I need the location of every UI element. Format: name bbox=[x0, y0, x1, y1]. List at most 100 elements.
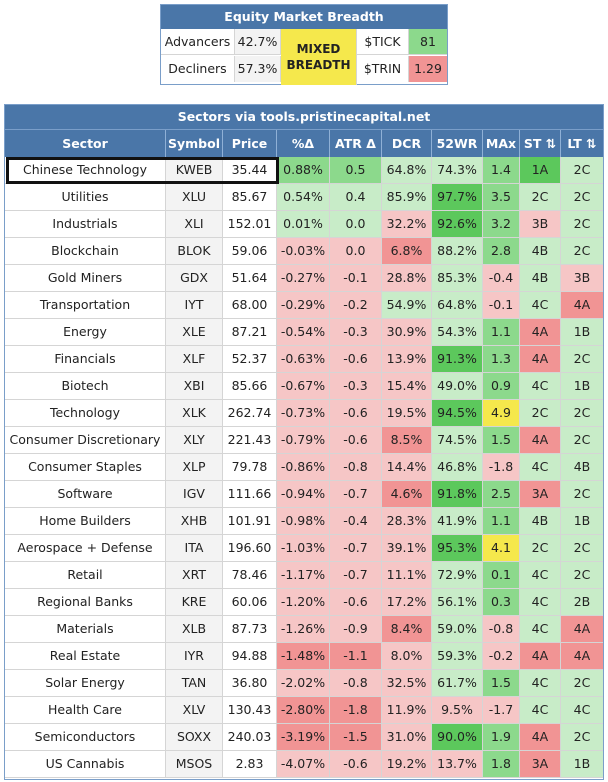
table-row[interactable]: Home Builders XHB 101.91 -0.98% -0.4 28.3% 41.… bbox=[5, 508, 603, 535]
cell-symbol: ITA bbox=[166, 535, 223, 562]
cell-52wr: 74.3% bbox=[432, 157, 483, 184]
col-header-st-sort[interactable]: ST ⇅ bbox=[520, 130, 561, 157]
col-header-price[interactable]: Price bbox=[223, 130, 277, 157]
table-row[interactable]: Real Estate IYR 94.88 -1.48% -1.1 8.0% 59.3% -0… bbox=[5, 643, 603, 670]
col-header-sector[interactable]: Sector bbox=[5, 130, 166, 157]
decliners-label: Decliners bbox=[161, 56, 235, 82]
cell-atr-change: -0.7 bbox=[330, 562, 382, 589]
table-row[interactable]: Technology XLK 262.74 -0.73% -0.6 19.5% 94.5% 4… bbox=[5, 400, 603, 427]
table-row[interactable]: US Cannabis MSOS 2.83 -4.07% -0.6 19.2% 13.7% 1… bbox=[5, 751, 603, 778]
cell-dcr: 8.5% bbox=[382, 427, 432, 454]
cell-dcr: 6.8% bbox=[382, 238, 432, 265]
cell-st: 3A bbox=[520, 751, 561, 778]
cell-symbol: IGV bbox=[166, 481, 223, 508]
cell-dcr: 14.4% bbox=[382, 454, 432, 481]
cell-dcr: 4.6% bbox=[382, 481, 432, 508]
cell-price: 130.43 bbox=[223, 697, 277, 724]
cell-symbol: IYT bbox=[166, 292, 223, 319]
table-row[interactable]: Transportation IYT 68.00 -0.29% -0.2 54.9% 64.… bbox=[5, 292, 603, 319]
cell-lt: 2C bbox=[561, 211, 603, 238]
cell-max: 2.8 bbox=[483, 238, 520, 265]
table-row[interactable]: Retail XRT 78.46 -1.17% -0.7 11.1% 72.9% 0.1 4C 2… bbox=[5, 562, 603, 589]
cell-dcr: 13.9% bbox=[382, 346, 432, 373]
table-row[interactable]: Blockchain BLOK 59.06 -0.03% 0.0 6.8% 88.2% 2.8… bbox=[5, 238, 603, 265]
cell-max: 4.9 bbox=[483, 400, 520, 427]
cell-52wr: 41.9% bbox=[432, 508, 483, 535]
cell-st: 4C bbox=[520, 616, 561, 643]
col-header-atr-change[interactable]: ATR Δ bbox=[330, 130, 382, 157]
cell-max: -0.4 bbox=[483, 265, 520, 292]
cell-sector: Transportation bbox=[5, 292, 166, 319]
sectors-body: Chinese Technology KWEB 35.44 0.88% 0.5 64.8%… bbox=[5, 157, 603, 778]
cell-price: 221.43 bbox=[223, 427, 277, 454]
cell-symbol: XLI bbox=[166, 211, 223, 238]
table-row[interactable]: Regional Banks KRE 60.06 -1.20% -0.6 17.2% 56.… bbox=[5, 589, 603, 616]
cell-pct-change: -0.73% bbox=[277, 400, 330, 427]
cell-symbol: XLV bbox=[166, 697, 223, 724]
table-row[interactable]: Aerospace + Defense ITA 196.60 -1.03% -0.7 39… bbox=[5, 535, 603, 562]
cell-52wr: 61.7% bbox=[432, 670, 483, 697]
cell-price: 152.01 bbox=[223, 211, 277, 238]
cell-sector: Financials bbox=[5, 346, 166, 373]
table-row[interactable]: Software IGV 111.66 -0.94% -0.7 4.6% 91.8% 2.5 3… bbox=[5, 481, 603, 508]
cell-pct-change: -1.03% bbox=[277, 535, 330, 562]
advancers-value: 42.7% bbox=[235, 29, 281, 55]
cell-atr-change: -0.6 bbox=[330, 751, 382, 778]
sectors-table: Sectors via tools.pristinecapital.net Se… bbox=[4, 104, 604, 780]
cell-price: 101.91 bbox=[223, 508, 277, 535]
table-row[interactable]: Consumer Staples XLP 79.78 -0.86% -0.8 14.4% 4… bbox=[5, 454, 603, 481]
cell-sector: Technology bbox=[5, 400, 166, 427]
cell-pct-change: -1.26% bbox=[277, 616, 330, 643]
cell-dcr: 54.9% bbox=[382, 292, 432, 319]
cell-atr-change: -0.8 bbox=[330, 670, 382, 697]
advancers-label: Advancers bbox=[161, 29, 235, 55]
cell-atr-change: -1.5 bbox=[330, 724, 382, 751]
table-row[interactable]: Energy XLE 87.21 -0.54% -0.3 30.9% 54.3% 1.1 4A 1… bbox=[5, 319, 603, 346]
table-row[interactable]: Health Care XLV 130.43 -2.80% -1.8 11.9% 9.5% -… bbox=[5, 697, 603, 724]
cell-sector: Retail bbox=[5, 562, 166, 589]
cell-st: 4C bbox=[520, 589, 561, 616]
cell-pct-change: -0.63% bbox=[277, 346, 330, 373]
cell-sector: Materials bbox=[5, 616, 166, 643]
cell-symbol: XHB bbox=[166, 508, 223, 535]
market-breadth-panel: Equity Market Breadth Advancers 42.7% $T… bbox=[160, 4, 448, 85]
cell-max: 3.2 bbox=[483, 211, 520, 238]
cell-price: 60.06 bbox=[223, 589, 277, 616]
table-row[interactable]: Chinese Technology KWEB 35.44 0.88% 0.5 64.8%… bbox=[5, 157, 603, 184]
sectors-title: Sectors via tools.pristinecapital.net bbox=[5, 105, 603, 129]
cell-dcr: 64.8% bbox=[382, 157, 432, 184]
cell-sector: Consumer Staples bbox=[5, 454, 166, 481]
cell-st: 4A bbox=[520, 427, 561, 454]
cell-52wr: 92.6% bbox=[432, 211, 483, 238]
table-row[interactable]: Industrials XLI 152.01 0.01% 0.0 32.2% 92.6% 3.… bbox=[5, 211, 603, 238]
cell-pct-change: -1.20% bbox=[277, 589, 330, 616]
cell-symbol: XLE bbox=[166, 319, 223, 346]
table-row[interactable]: Gold Miners GDX 51.64 -0.27% -0.1 28.8% 85.3% -… bbox=[5, 265, 603, 292]
table-row[interactable]: Utilities XLU 85.67 0.54% 0.4 85.9% 97.7% 3.5 2C… bbox=[5, 184, 603, 211]
col-header-lt-sort[interactable]: LT ⇅ bbox=[567, 136, 597, 151]
cell-max: -1.7 bbox=[483, 697, 520, 724]
cell-st: 4C bbox=[520, 562, 561, 589]
cell-pct-change: -0.94% bbox=[277, 481, 330, 508]
cell-st: 4A bbox=[520, 643, 561, 670]
cell-lt: 2C bbox=[561, 184, 603, 211]
cell-price: 52.37 bbox=[223, 346, 277, 373]
table-row[interactable]: Solar Energy TAN 36.80 -2.02% -0.8 32.5% 61.7%… bbox=[5, 670, 603, 697]
table-row[interactable]: Semiconductors SOXX 240.03 -3.19% -1.5 31.0% 9… bbox=[5, 724, 603, 751]
col-header-52wr[interactable]: 52WR bbox=[432, 130, 483, 157]
col-header-max[interactable]: MAx bbox=[483, 130, 520, 157]
cell-dcr: 39.1% bbox=[382, 535, 432, 562]
col-header-symbol[interactable]: Symbol bbox=[166, 130, 223, 157]
cell-lt: 3B bbox=[561, 265, 603, 292]
cell-max: 0.1 bbox=[483, 562, 520, 589]
cell-52wr: 74.5% bbox=[432, 427, 483, 454]
table-row[interactable]: Materials XLB 87.73 -1.26% -0.9 8.4% 59.0% -0.8… bbox=[5, 616, 603, 643]
cell-dcr: 11.9% bbox=[382, 697, 432, 724]
cell-pct-change: -1.48% bbox=[277, 643, 330, 670]
col-header-dcr[interactable]: DCR bbox=[382, 130, 432, 157]
table-row[interactable]: Biotech XBI 85.66 -0.67% -0.3 15.4% 49.0% 0.9 4C… bbox=[5, 373, 603, 400]
table-row[interactable]: Consumer Discretionary XLY 221.43 -0.79% -0.… bbox=[5, 427, 603, 454]
cell-sector: Solar Energy bbox=[5, 670, 166, 697]
col-header-pct-change[interactable]: %Δ bbox=[277, 130, 330, 157]
table-row[interactable]: Financials XLF 52.37 -0.63% -0.6 13.9% 91.3% 1.… bbox=[5, 346, 603, 373]
